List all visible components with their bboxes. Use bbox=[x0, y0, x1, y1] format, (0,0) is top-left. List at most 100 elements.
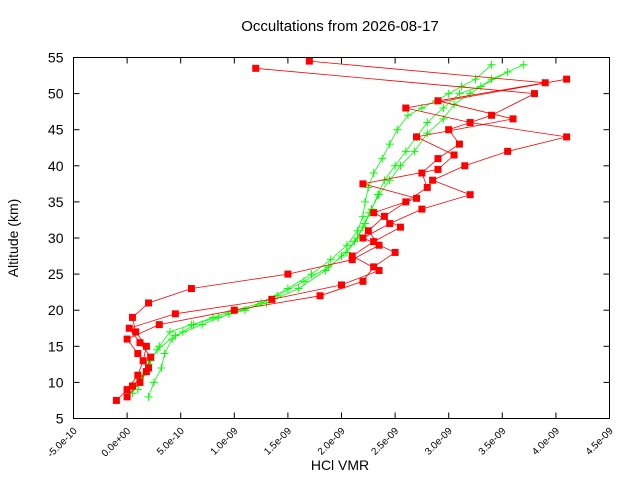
data-point bbox=[444, 89, 453, 98]
data-point bbox=[153, 345, 162, 354]
data-point bbox=[168, 335, 177, 344]
data-point bbox=[429, 176, 437, 184]
data-point bbox=[364, 227, 372, 235]
y-tick-label: 30 bbox=[48, 230, 64, 246]
data-point bbox=[364, 183, 373, 192]
series-line bbox=[116, 67, 536, 401]
series-layer bbox=[112, 57, 571, 404]
data-point bbox=[160, 349, 169, 358]
data-point bbox=[461, 162, 469, 170]
data-point bbox=[385, 140, 394, 149]
data-point bbox=[353, 226, 362, 235]
x-tick-label: 3.0e-09 bbox=[423, 426, 455, 458]
series-4 bbox=[123, 75, 571, 401]
data-point bbox=[142, 342, 150, 350]
data-point bbox=[434, 155, 442, 163]
data-point bbox=[413, 194, 421, 202]
data-point bbox=[155, 321, 163, 329]
data-point bbox=[128, 382, 136, 390]
axis-ticks: -5.0e-10 0.0e+00 5.0e-10 1.0e-09 1.5e-09 2.0e… bbox=[46, 50, 616, 460]
data-point bbox=[423, 129, 432, 138]
data-point bbox=[466, 118, 474, 126]
data-point bbox=[434, 165, 442, 173]
series-line bbox=[137, 71, 508, 390]
series-line bbox=[128, 60, 546, 387]
data-point bbox=[403, 111, 412, 120]
data-point bbox=[509, 115, 517, 123]
data-point bbox=[134, 350, 142, 358]
data-point bbox=[455, 89, 464, 98]
data-point bbox=[378, 154, 387, 163]
series-line bbox=[132, 64, 524, 394]
data-point bbox=[125, 324, 133, 332]
x-tick-label: 1.0e-09 bbox=[209, 426, 241, 458]
data-point bbox=[348, 252, 356, 260]
y-tick-label: 20 bbox=[48, 302, 64, 318]
x-tick-label: 4.0e-09 bbox=[530, 426, 562, 458]
y-tick-label: 15 bbox=[48, 338, 64, 354]
plot-frame bbox=[73, 57, 610, 419]
data-point bbox=[358, 212, 367, 221]
y-tick-label: 45 bbox=[48, 122, 64, 138]
x-tick-label: -5.0e-10 bbox=[46, 426, 80, 460]
data-point bbox=[187, 285, 195, 293]
x-tick-label: 4.5e-09 bbox=[584, 426, 616, 458]
data-point bbox=[171, 331, 180, 340]
y-tick-label: 50 bbox=[48, 86, 64, 102]
data-point bbox=[299, 277, 308, 286]
data-point bbox=[530, 90, 538, 98]
data-point bbox=[136, 339, 144, 347]
data-point bbox=[157, 363, 166, 372]
data-point bbox=[386, 220, 394, 228]
data-point bbox=[147, 353, 155, 361]
data-point bbox=[563, 133, 571, 141]
y-tick-label: 40 bbox=[48, 158, 64, 174]
data-point bbox=[402, 104, 410, 112]
data-point bbox=[268, 295, 276, 303]
data-point bbox=[413, 133, 421, 141]
y-tick-label: 55 bbox=[48, 50, 64, 66]
series-2 bbox=[128, 60, 528, 398]
data-point bbox=[396, 161, 405, 170]
data-point bbox=[198, 320, 207, 329]
data-point bbox=[410, 147, 419, 156]
data-point bbox=[418, 169, 426, 177]
data-point bbox=[348, 256, 356, 264]
data-point bbox=[563, 75, 571, 83]
y-axis-label: Altitude (km) bbox=[5, 199, 21, 278]
data-point bbox=[361, 197, 370, 206]
data-point bbox=[171, 310, 179, 318]
data-point bbox=[391, 248, 399, 256]
data-point bbox=[488, 111, 496, 119]
series-line bbox=[148, 64, 492, 397]
x-tick-label: 5.0e-10 bbox=[155, 426, 187, 458]
data-point bbox=[338, 281, 345, 289]
data-point bbox=[145, 364, 153, 372]
data-point bbox=[123, 335, 131, 343]
data-point bbox=[142, 368, 150, 376]
data-point bbox=[375, 266, 383, 274]
data-point bbox=[369, 169, 378, 178]
data-point bbox=[393, 125, 402, 134]
data-point bbox=[136, 378, 144, 386]
data-point bbox=[380, 212, 388, 220]
data-point bbox=[487, 75, 496, 84]
data-point bbox=[370, 263, 378, 271]
data-point bbox=[132, 328, 140, 336]
data-point bbox=[252, 64, 260, 72]
data-point bbox=[423, 183, 431, 191]
data-point bbox=[294, 284, 303, 293]
data-point bbox=[316, 292, 324, 300]
data-point bbox=[326, 255, 335, 264]
data-point bbox=[375, 190, 384, 199]
data-point bbox=[230, 306, 238, 314]
data-point bbox=[359, 277, 367, 285]
y-tick-label: 10 bbox=[48, 374, 64, 390]
x-tick-label: 0.0e+00 bbox=[100, 426, 134, 460]
data-point bbox=[423, 118, 432, 127]
data-point bbox=[144, 392, 153, 401]
data-point bbox=[149, 378, 158, 387]
data-point bbox=[370, 209, 378, 217]
data-point bbox=[455, 140, 463, 148]
y-tick-label: 35 bbox=[48, 194, 64, 210]
